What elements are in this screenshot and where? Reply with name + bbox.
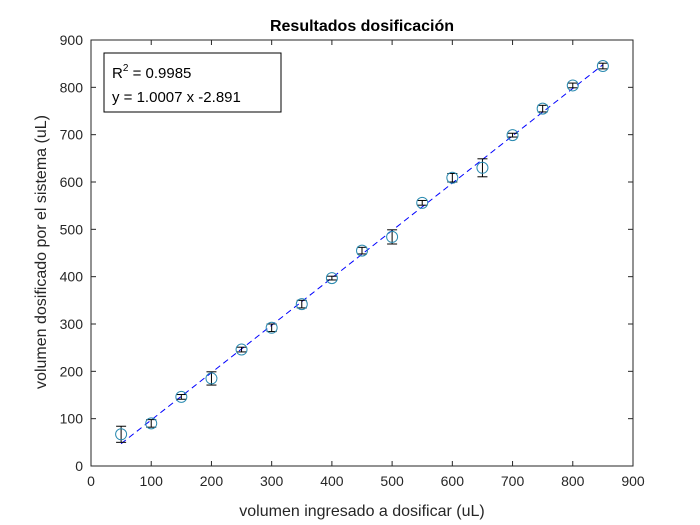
r-squared-value: = 0.9985 — [128, 65, 191, 82]
r-squared-prefix: R — [112, 65, 123, 82]
data-point — [356, 244, 368, 257]
fit-line-group — [120, 64, 604, 445]
data-point-marker — [416, 196, 429, 209]
data-point — [416, 196, 429, 209]
data-point-marker — [386, 230, 399, 243]
data-point — [235, 343, 248, 356]
data-point-marker — [325, 272, 338, 285]
x-tick-label: 0 — [87, 473, 95, 489]
data-point — [175, 390, 188, 403]
axes-frame — [90, 39, 634, 467]
data-point-marker — [175, 390, 188, 403]
y-tick-label: 800 — [60, 79, 84, 95]
data-point-marker — [295, 298, 308, 311]
data-points-group — [115, 60, 609, 443]
data-point-marker — [536, 102, 549, 115]
data-point-marker — [476, 161, 489, 174]
data-point-marker — [356, 244, 368, 257]
axis-ticks: 0 100 200 300 400 500 600 700 800 900 0 100 200 300 40… — [60, 32, 645, 489]
x-tick-label: 700 — [501, 473, 525, 489]
data-point — [566, 79, 579, 92]
y-tick-label: 700 — [60, 127, 84, 143]
data-point-marker — [235, 343, 248, 356]
x-axis-label: volumen ingresado a dosificar (uL) — [239, 503, 484, 520]
data-point — [325, 272, 338, 285]
fit-annotation: R2 = 0.9985 y = 1.0007 x -2.891 — [103, 52, 282, 113]
x-tick-label: 300 — [260, 473, 284, 489]
data-point — [295, 298, 308, 311]
x-tick-label: 400 — [320, 473, 344, 489]
y-tick-label: 300 — [60, 316, 84, 332]
x-tick-label: 900 — [621, 473, 645, 489]
data-point-marker — [446, 171, 459, 184]
data-point-marker — [205, 372, 218, 385]
annotation-box — [103, 52, 282, 113]
data-point-marker — [566, 79, 579, 92]
y-tick-label: 500 — [60, 221, 84, 237]
y-tick-label: 200 — [60, 363, 84, 379]
x-tick-label: 200 — [200, 473, 224, 489]
r-squared-text: R2 = 0.9985 — [112, 63, 191, 82]
data-point — [205, 371, 218, 386]
data-point — [506, 129, 519, 142]
y-tick-label: 100 — [60, 411, 84, 427]
data-point-marker — [115, 428, 128, 441]
x-tick-label: 500 — [380, 473, 404, 489]
x-tick-label: 800 — [561, 473, 585, 489]
chart-title: Resultados dosificación — [270, 18, 454, 35]
data-point — [596, 60, 609, 73]
data-point — [476, 158, 489, 178]
data-point-marker — [506, 129, 519, 142]
data-point — [536, 102, 549, 115]
y-tick-label: 400 — [60, 269, 84, 285]
x-tick-label: 600 — [441, 473, 465, 489]
y-tick-label: 0 — [75, 458, 83, 474]
data-point — [145, 417, 158, 430]
x-tick-label: 100 — [140, 473, 164, 489]
r-squared-superscript: 2 — [123, 63, 129, 74]
data-point — [386, 229, 399, 245]
axes-box — [90, 39, 634, 467]
data-point-marker — [265, 321, 278, 334]
data-point-marker — [596, 60, 609, 73]
data-point — [115, 425, 128, 443]
data-point — [265, 321, 278, 334]
y-tick-label: 900 — [60, 32, 84, 48]
fit-equation-text: y = 1.0007 x -2.891 — [112, 89, 241, 106]
data-point — [446, 171, 459, 184]
data-point-marker — [145, 417, 158, 430]
y-axis-label: volumen dosificado por el sistema (uL) — [33, 115, 50, 389]
fit-line — [120, 64, 604, 445]
y-tick-label: 600 — [60, 174, 84, 190]
